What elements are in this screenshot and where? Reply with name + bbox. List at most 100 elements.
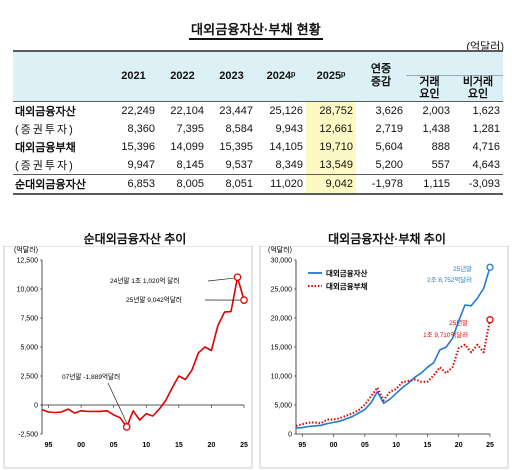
header-year: 2023 bbox=[207, 51, 256, 101]
summary-table: 2021 2022 2023 2024ᵖ 2025ᵖ 연중 증감 거래 요인 비거래… bbox=[13, 50, 503, 195]
header-year: 2025ᵖ bbox=[306, 51, 356, 101]
table-cell: 8,051 bbox=[225, 177, 253, 190]
header-year: 2022 bbox=[158, 51, 207, 101]
table-cell: 3,626 bbox=[375, 104, 403, 117]
x-tick-label: 20 bbox=[208, 442, 216, 449]
table-cell: 11,020 bbox=[270, 177, 303, 190]
y-tick-label: 7,500 bbox=[20, 316, 38, 323]
y-tick-label: 5,000 bbox=[20, 345, 38, 352]
unit-label: (억달러) bbox=[466, 41, 504, 53]
table-cell: 2,719 bbox=[375, 122, 403, 135]
table-cell: 5,200 bbox=[375, 158, 403, 171]
annotation-label: 07년말 -1,889억달러 bbox=[62, 372, 120, 381]
row-label: 대외금융부채 bbox=[15, 141, 76, 154]
row-label: 순대외금융자산 bbox=[15, 178, 86, 191]
row-label: (증권투자) bbox=[15, 123, 75, 136]
table-cell: 8,005 bbox=[176, 177, 204, 190]
table-cell: 8,145 bbox=[176, 158, 204, 171]
table-cell-highlight: 12,661 bbox=[306, 119, 356, 138]
table-cell: 15,396 bbox=[121, 140, 155, 153]
table-cell: 5,604 bbox=[375, 140, 403, 153]
annotation-arrow bbox=[207, 277, 234, 282]
table-cell: 9,943 bbox=[275, 122, 303, 135]
table-cell: 1,438 bbox=[422, 122, 450, 135]
table-cell: 1,115 bbox=[423, 177, 450, 190]
row-label: (증권투자) bbox=[15, 159, 75, 172]
table-cell: 888 bbox=[431, 140, 450, 153]
x-tick-label: 10 bbox=[142, 442, 150, 449]
table-cell: 4,643 bbox=[472, 158, 500, 171]
highlight-point bbox=[122, 423, 131, 431]
legend-label-assets: 대외금융자산 bbox=[326, 268, 367, 278]
y-tick-label: 30,000 bbox=[271, 258, 293, 265]
table-row: (증권투자) 8,360 7,395 8,584 9,943 12,661 2,… bbox=[13, 119, 503, 138]
chart-frame bbox=[3, 246, 253, 469]
table-cell: -3,093 bbox=[468, 177, 500, 190]
assets-liabilities-chart: (억달러) 30,000 25,000 20,000 15,000 10,000 5,000… bbox=[259, 246, 509, 469]
y-tick-label: 0 bbox=[34, 403, 38, 410]
table-cell: 23,447 bbox=[219, 104, 253, 117]
highlight-point bbox=[233, 273, 242, 282]
series-line-0 bbox=[295, 266, 491, 429]
header-group bbox=[406, 51, 503, 75]
chart-frame bbox=[259, 246, 509, 469]
table-cell: 1,623 bbox=[472, 104, 500, 117]
table-cell-highlight: 19,710 bbox=[306, 137, 356, 156]
highlight-point bbox=[486, 263, 494, 271]
series-line-1 bbox=[295, 319, 491, 427]
highlight-point bbox=[486, 316, 494, 324]
x-tick-label: 15 bbox=[424, 442, 432, 449]
table-cell: 9,537 bbox=[225, 158, 253, 171]
table-cell: 8,584 bbox=[225, 122, 253, 135]
table-cell: 25,126 bbox=[269, 104, 303, 117]
chart-title-net: 순대외금융자산 추이 bbox=[83, 232, 187, 246]
table-cell: 2,003 bbox=[422, 104, 450, 117]
page-title-text: 대외금융자산·부채 현황 bbox=[189, 22, 323, 40]
x-tick-label: 20 bbox=[455, 442, 463, 449]
y-axis-label: (억달러) bbox=[268, 246, 292, 254]
table-cell: 22,249 bbox=[121, 104, 155, 117]
table-row: 대외금융자산 22,249 22,104 23,447 25,126 28,75… bbox=[13, 101, 503, 120]
net-assets-chart: (억달러) 12,500 10,000 7,500 5,000 2,500 0 -2,500 9… bbox=[3, 246, 253, 469]
header-transaction: 거래 요인 bbox=[406, 74, 453, 101]
x-tick-label: 00 bbox=[330, 442, 338, 449]
table-cell: 557 bbox=[431, 158, 450, 171]
x-tick-label: 15 bbox=[175, 442, 183, 449]
x-tick-label: 25 bbox=[486, 442, 494, 449]
table-cell: 22,104 bbox=[170, 104, 204, 117]
legend-label-liabilities: 대외금융부채 bbox=[326, 281, 367, 291]
x-tick-label: 95 bbox=[45, 442, 53, 449]
x-tick-label: 95 bbox=[298, 442, 306, 449]
table-cell: 7,395 bbox=[176, 122, 204, 135]
y-tick-label: -2,500 bbox=[18, 432, 38, 439]
table-cell: 6,853 bbox=[127, 177, 155, 190]
y-tick-label: 12,500 bbox=[17, 258, 39, 265]
y-tick-label: 0 bbox=[288, 432, 292, 439]
header-corner bbox=[13, 51, 109, 101]
table-cell-highlight: 13,549 bbox=[306, 155, 356, 174]
x-tick-label: 05 bbox=[361, 442, 369, 449]
table-cell: 14,105 bbox=[269, 140, 303, 153]
header-annual-change: 연중 증감 bbox=[356, 51, 406, 101]
annotation-label-assets-line2: 2조 8,752억달러 bbox=[427, 275, 472, 284]
table-cell-highlight: 28,752 bbox=[306, 101, 356, 120]
y-axis-label: (억달러) bbox=[14, 246, 38, 254]
annotation-label-liabilities-line1: 25년말 bbox=[449, 318, 468, 327]
table-cell: 15,395 bbox=[219, 140, 253, 153]
chart-title-assets-liabilities: 대외금융자산·부채 추이 bbox=[328, 232, 446, 246]
annotation-label-liabilities-line2: 1조 9,710억달러 bbox=[423, 330, 468, 339]
y-tick-label: 15,000 bbox=[271, 345, 293, 352]
table-cell-highlight: 9,042 bbox=[306, 174, 356, 194]
table-cell: 9,947 bbox=[127, 158, 155, 171]
y-tick-label: 5,000 bbox=[274, 403, 292, 410]
highlight-point bbox=[240, 296, 248, 304]
x-tick-label: 05 bbox=[110, 442, 118, 449]
row-label: 대외금융자산 bbox=[15, 105, 76, 118]
y-tick-label: 10,000 bbox=[17, 287, 39, 294]
annotation-arrow bbox=[107, 382, 128, 424]
header-non-transaction: 비거래 요인 bbox=[453, 74, 503, 101]
x-tick-label: 10 bbox=[392, 442, 400, 449]
table-cell: -1,978 bbox=[371, 177, 403, 190]
table-cell: 1,281 bbox=[472, 122, 500, 135]
table-row: 대외금융부채 15,396 14,099 15,395 14,105 19,71… bbox=[13, 137, 503, 156]
